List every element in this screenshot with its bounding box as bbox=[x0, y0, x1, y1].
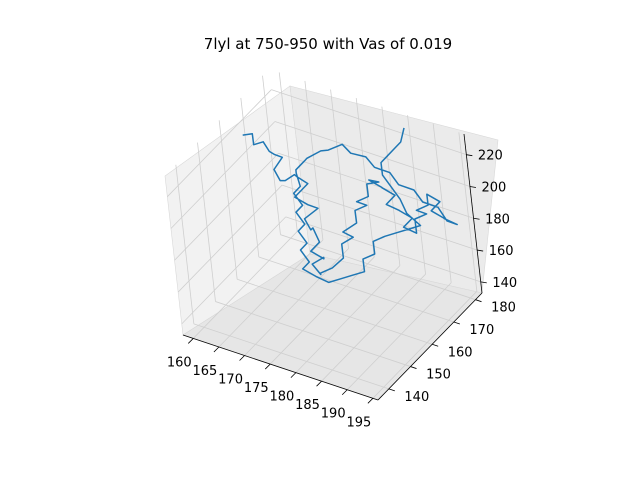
grid-line-x-floor bbox=[269, 256, 375, 365]
grid-line-y-left bbox=[197, 142, 216, 302]
y-tick-mark bbox=[432, 343, 439, 347]
x-tick-mark bbox=[239, 355, 245, 361]
x-tick-mark bbox=[290, 372, 297, 378]
grid-line-y-left bbox=[175, 164, 195, 324]
y-tick-mark bbox=[410, 366, 417, 369]
grid-line-y-floor bbox=[193, 323, 389, 390]
x-tick-label: 170 bbox=[218, 373, 243, 388]
x-tick-label: 180 bbox=[269, 390, 294, 405]
z-tick-label: 180 bbox=[485, 212, 510, 227]
z-tick-label: 160 bbox=[489, 244, 514, 259]
y-tick-mark bbox=[475, 299, 482, 303]
x-tick-mark bbox=[213, 346, 220, 353]
y-tick-label: 160 bbox=[448, 345, 473, 360]
series-line-0 bbox=[242, 127, 458, 284]
x-tick-label: 190 bbox=[321, 407, 346, 422]
y-axis-line bbox=[377, 292, 483, 401]
z-axis-line bbox=[463, 133, 483, 294]
x-tick-label: 160 bbox=[167, 355, 192, 370]
x-tick-label: 185 bbox=[295, 398, 320, 413]
chart-title: 7lyl at 750-950 with Vas of 0.019 bbox=[204, 35, 452, 53]
data-series bbox=[242, 127, 458, 284]
grid-line-x-floor bbox=[346, 282, 452, 391]
grid-line-y-left bbox=[218, 120, 238, 280]
grid-line-x-floor bbox=[244, 248, 349, 356]
x-tick-mark bbox=[187, 338, 194, 344]
z-tick-mark bbox=[473, 217, 480, 220]
grid-line-x-back bbox=[304, 80, 324, 241]
grid-line-x-floor bbox=[192, 231, 298, 339]
grid-line-z-back bbox=[274, 121, 471, 187]
grid-line-y-floor bbox=[237, 278, 433, 345]
grid-line-x-back bbox=[355, 98, 375, 258]
grid-line-x-back bbox=[278, 72, 298, 232]
grid-line-x-floor bbox=[295, 265, 401, 373]
grid-line-x-floor bbox=[372, 291, 478, 399]
grid-line-z-left bbox=[170, 121, 276, 229]
grid-line-x-back bbox=[458, 132, 478, 292]
grid-line-x-back bbox=[330, 89, 349, 249]
x-tick-label: 195 bbox=[346, 415, 371, 430]
grid-line-y-left bbox=[262, 75, 281, 235]
tick-labels: 1601651701751801851901951401501601701801… bbox=[167, 149, 517, 431]
grid-line-z-left bbox=[167, 89, 272, 197]
grid-line-y-left bbox=[240, 97, 260, 258]
y-tick-mark bbox=[453, 321, 460, 325]
z-tick-label: 200 bbox=[482, 180, 507, 195]
grid-line-z-back bbox=[285, 216, 481, 283]
axis-lines bbox=[182, 133, 487, 404]
grid-line-z-left bbox=[181, 216, 287, 325]
grid-line-y-floor bbox=[280, 234, 476, 301]
axes-panes bbox=[164, 85, 499, 401]
grid-line-z-left bbox=[174, 152, 279, 261]
x-axis-line bbox=[182, 334, 379, 401]
grid-line-y-floor bbox=[258, 256, 454, 323]
z-tick-label: 140 bbox=[492, 276, 517, 291]
z-tick-mark bbox=[466, 154, 473, 157]
y-tick-mark bbox=[388, 388, 395, 392]
grid-lines bbox=[167, 72, 481, 399]
x-tick-mark bbox=[367, 398, 374, 404]
x-tick-mark bbox=[264, 363, 271, 370]
grid-line-z-back bbox=[278, 152, 474, 219]
grid-line-x-floor bbox=[321, 273, 426, 382]
y-tick-label: 150 bbox=[426, 368, 451, 383]
grid-line-z-back bbox=[271, 89, 467, 156]
x-tick-mark bbox=[341, 389, 348, 396]
z-tick-mark bbox=[477, 249, 484, 252]
z-tick-mark bbox=[480, 281, 487, 284]
z-tick-mark bbox=[469, 186, 477, 188]
x-tick-label: 175 bbox=[244, 381, 269, 396]
grid-line-z-left bbox=[177, 184, 283, 293]
grid-line-z-back bbox=[282, 184, 478, 251]
grid-line-x-back bbox=[432, 123, 452, 283]
y-tick-label: 170 bbox=[469, 323, 494, 338]
x-tick-mark bbox=[316, 380, 322, 387]
y-tick-label: 140 bbox=[404, 390, 429, 405]
z-tick-label: 220 bbox=[478, 149, 503, 164]
y-tick-label: 180 bbox=[491, 301, 516, 316]
grid-line-y-floor bbox=[215, 301, 411, 367]
x-tick-label: 165 bbox=[193, 364, 218, 379]
